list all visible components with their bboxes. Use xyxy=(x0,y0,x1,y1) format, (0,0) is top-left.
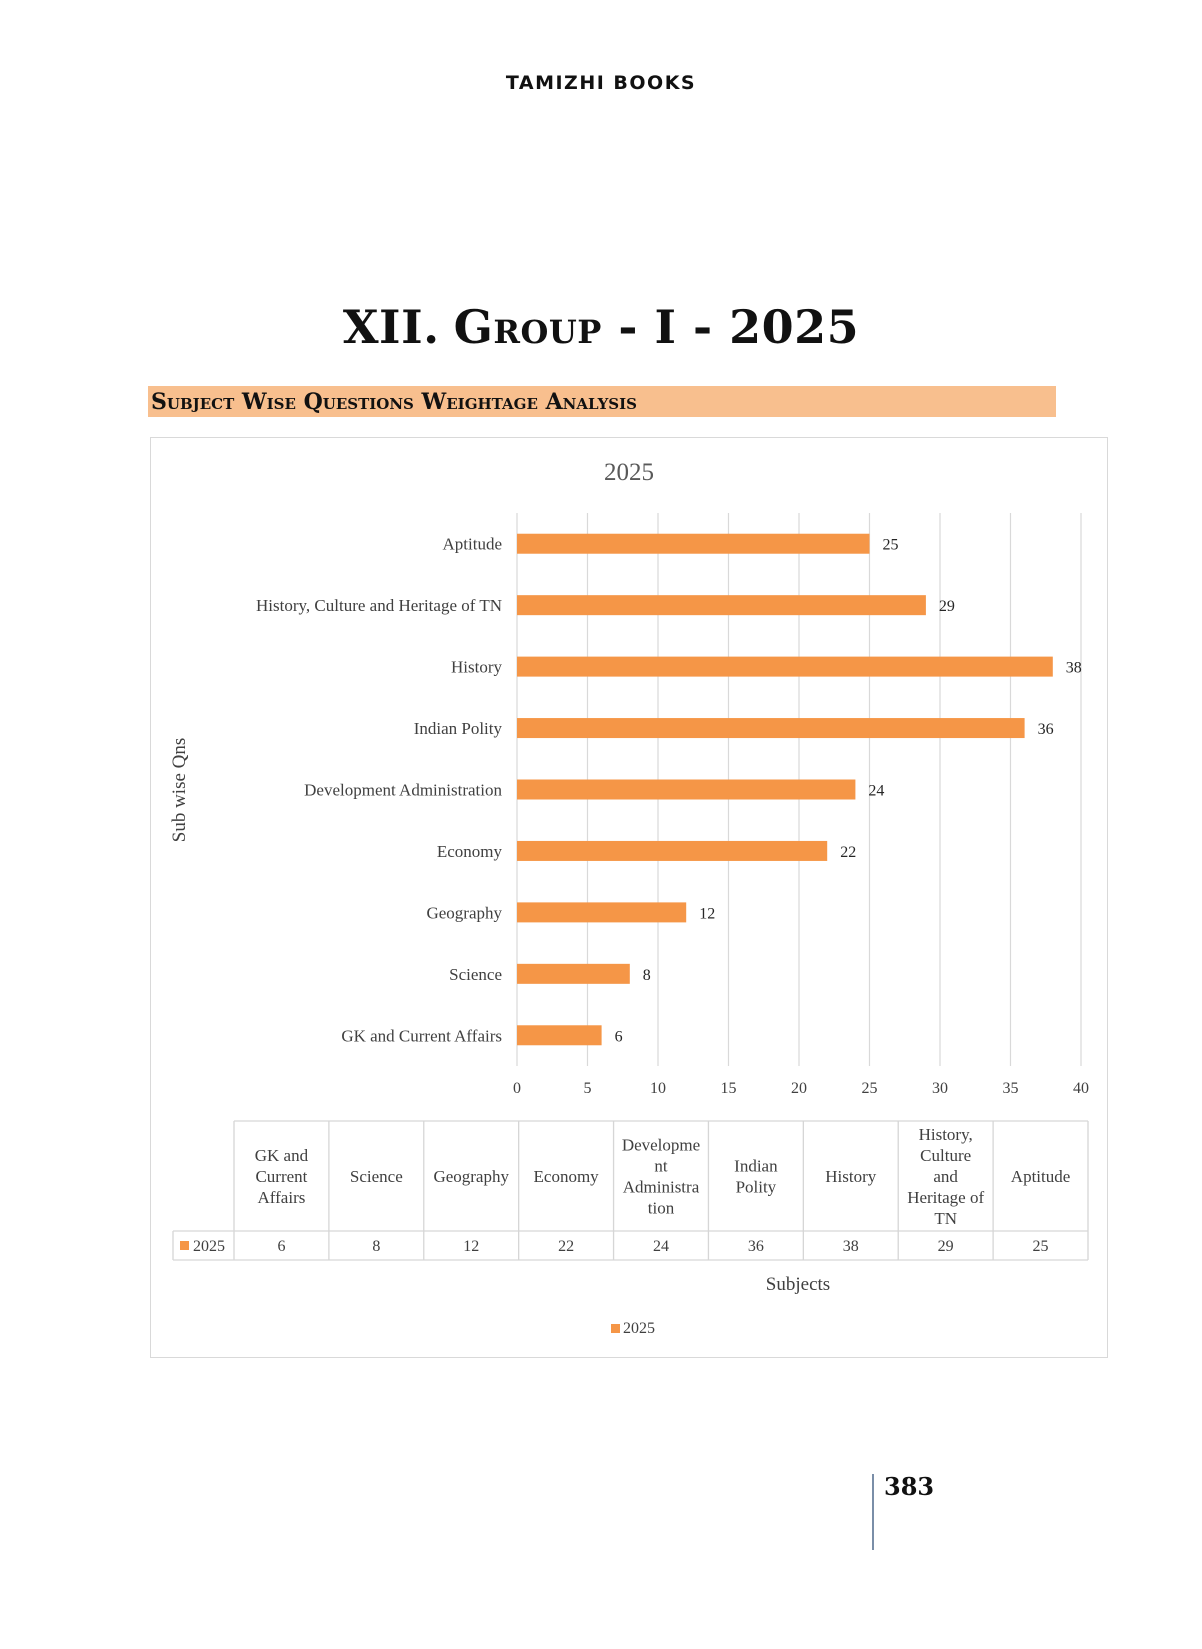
page-title: XII. Group - I - 2025 xyxy=(0,300,1202,354)
x-axis-title: Subjects xyxy=(766,1274,830,1295)
bar-data-label: 29 xyxy=(939,598,955,615)
x-tick-label: 10 xyxy=(650,1080,666,1097)
table-row-label: 2025 xyxy=(193,1238,225,1255)
bar xyxy=(517,840,828,861)
table-header-cell: History xyxy=(825,1167,877,1186)
y-category-label: Geography xyxy=(426,903,502,922)
y-category-label: Economy xyxy=(437,842,503,861)
table-header-cell: Administra xyxy=(623,1178,700,1197)
table-header-cell: and xyxy=(933,1167,958,1186)
table-header-cell: Science xyxy=(350,1167,403,1186)
table-value-cell: 25 xyxy=(1033,1238,1049,1255)
table-header-cell: History, xyxy=(919,1125,973,1144)
x-tick-label: 15 xyxy=(721,1080,737,1097)
bar xyxy=(517,963,630,984)
bar-data-label: 8 xyxy=(643,967,651,984)
legend-swatch xyxy=(611,1324,620,1333)
table-header-cell: Aptitude xyxy=(1011,1167,1071,1186)
table-header-cell: Heritage of xyxy=(907,1188,984,1207)
bar xyxy=(517,595,926,616)
x-tick-label: 25 xyxy=(862,1080,878,1097)
y-category-label: Indian Polity xyxy=(414,719,503,738)
table-value-cell: 36 xyxy=(748,1238,764,1255)
y-category-label: Science xyxy=(449,965,502,984)
table-value-cell: 12 xyxy=(463,1238,479,1255)
table-header-cell: TN xyxy=(934,1209,957,1228)
table-header-cell: Culture xyxy=(920,1146,971,1165)
y-axis-title: Sub wise Qns xyxy=(169,738,190,843)
table-value-cell: 24 xyxy=(653,1238,669,1255)
page-number: 383 xyxy=(884,1472,935,1501)
bar xyxy=(517,1025,602,1046)
bar-data-label: 12 xyxy=(699,905,715,922)
y-category-label: History, Culture and Heritage of TN xyxy=(256,596,502,615)
legend-label: 2025 xyxy=(623,1320,655,1337)
chart-frame: 2025 0 5 10 15 20 25 30 35 40 6 GK and Current Affa… xyxy=(150,437,1108,1358)
x-tick-label: 30 xyxy=(932,1080,948,1097)
bar xyxy=(517,902,687,923)
chapter-title: Group - I - 2025 xyxy=(453,300,860,354)
bar-data-label: 25 xyxy=(883,537,899,554)
table-value-cell: 8 xyxy=(372,1238,380,1255)
bar xyxy=(517,779,856,800)
table-legend-key xyxy=(180,1241,189,1250)
table-value-cell: 6 xyxy=(277,1238,285,1255)
section-title: Subject Wise Questions Weightage Analysi… xyxy=(151,389,637,415)
bar-data-label: 22 xyxy=(840,844,856,861)
bar xyxy=(517,533,870,554)
bar-data-label: 38 xyxy=(1066,660,1082,677)
bar xyxy=(517,656,1053,677)
x-tick-label: 35 xyxy=(1003,1080,1019,1097)
footer-rule xyxy=(872,1474,874,1550)
x-tick-label: 40 xyxy=(1073,1080,1089,1097)
table-header-cell: GK and xyxy=(255,1146,309,1165)
y-category-label: Aptitude xyxy=(443,535,503,554)
y-category-label: History xyxy=(451,658,503,677)
bar-data-label: 24 xyxy=(868,783,884,800)
x-tick-label: 5 xyxy=(584,1080,592,1097)
y-category-label: Development Administration xyxy=(304,781,502,800)
table-header-cell: Current xyxy=(255,1167,307,1186)
table-value-cell: 29 xyxy=(938,1238,954,1255)
x-tick-label: 20 xyxy=(791,1080,807,1097)
table-header-cell: Polity xyxy=(736,1178,777,1197)
table-header-cell: Developme xyxy=(622,1136,700,1155)
table-header-cell: Economy xyxy=(534,1167,600,1186)
chart-title: 2025 xyxy=(604,459,654,486)
table-header-cell: Indian xyxy=(734,1157,778,1176)
table-header-cell: nt xyxy=(654,1157,668,1176)
table-value-cell: 38 xyxy=(843,1238,859,1255)
bar-data-label: 36 xyxy=(1038,721,1054,738)
table-header-cell: Affairs xyxy=(258,1188,306,1207)
chapter-numeral: XII. xyxy=(342,300,440,354)
header-brand: TAMIZHI BOOKS xyxy=(505,72,697,94)
section-band: Subject Wise Questions Weightage Analysi… xyxy=(148,386,1056,417)
table-header-cell: tion xyxy=(648,1199,675,1218)
bar-data-label: 6 xyxy=(615,1028,623,1045)
x-tick-label: 0 xyxy=(513,1080,521,1097)
table-value-cell: 22 xyxy=(558,1238,574,1255)
bar xyxy=(517,718,1025,739)
table-header-cell: Geography xyxy=(433,1167,509,1186)
y-category-label: GK and Current Affairs xyxy=(341,1026,502,1045)
